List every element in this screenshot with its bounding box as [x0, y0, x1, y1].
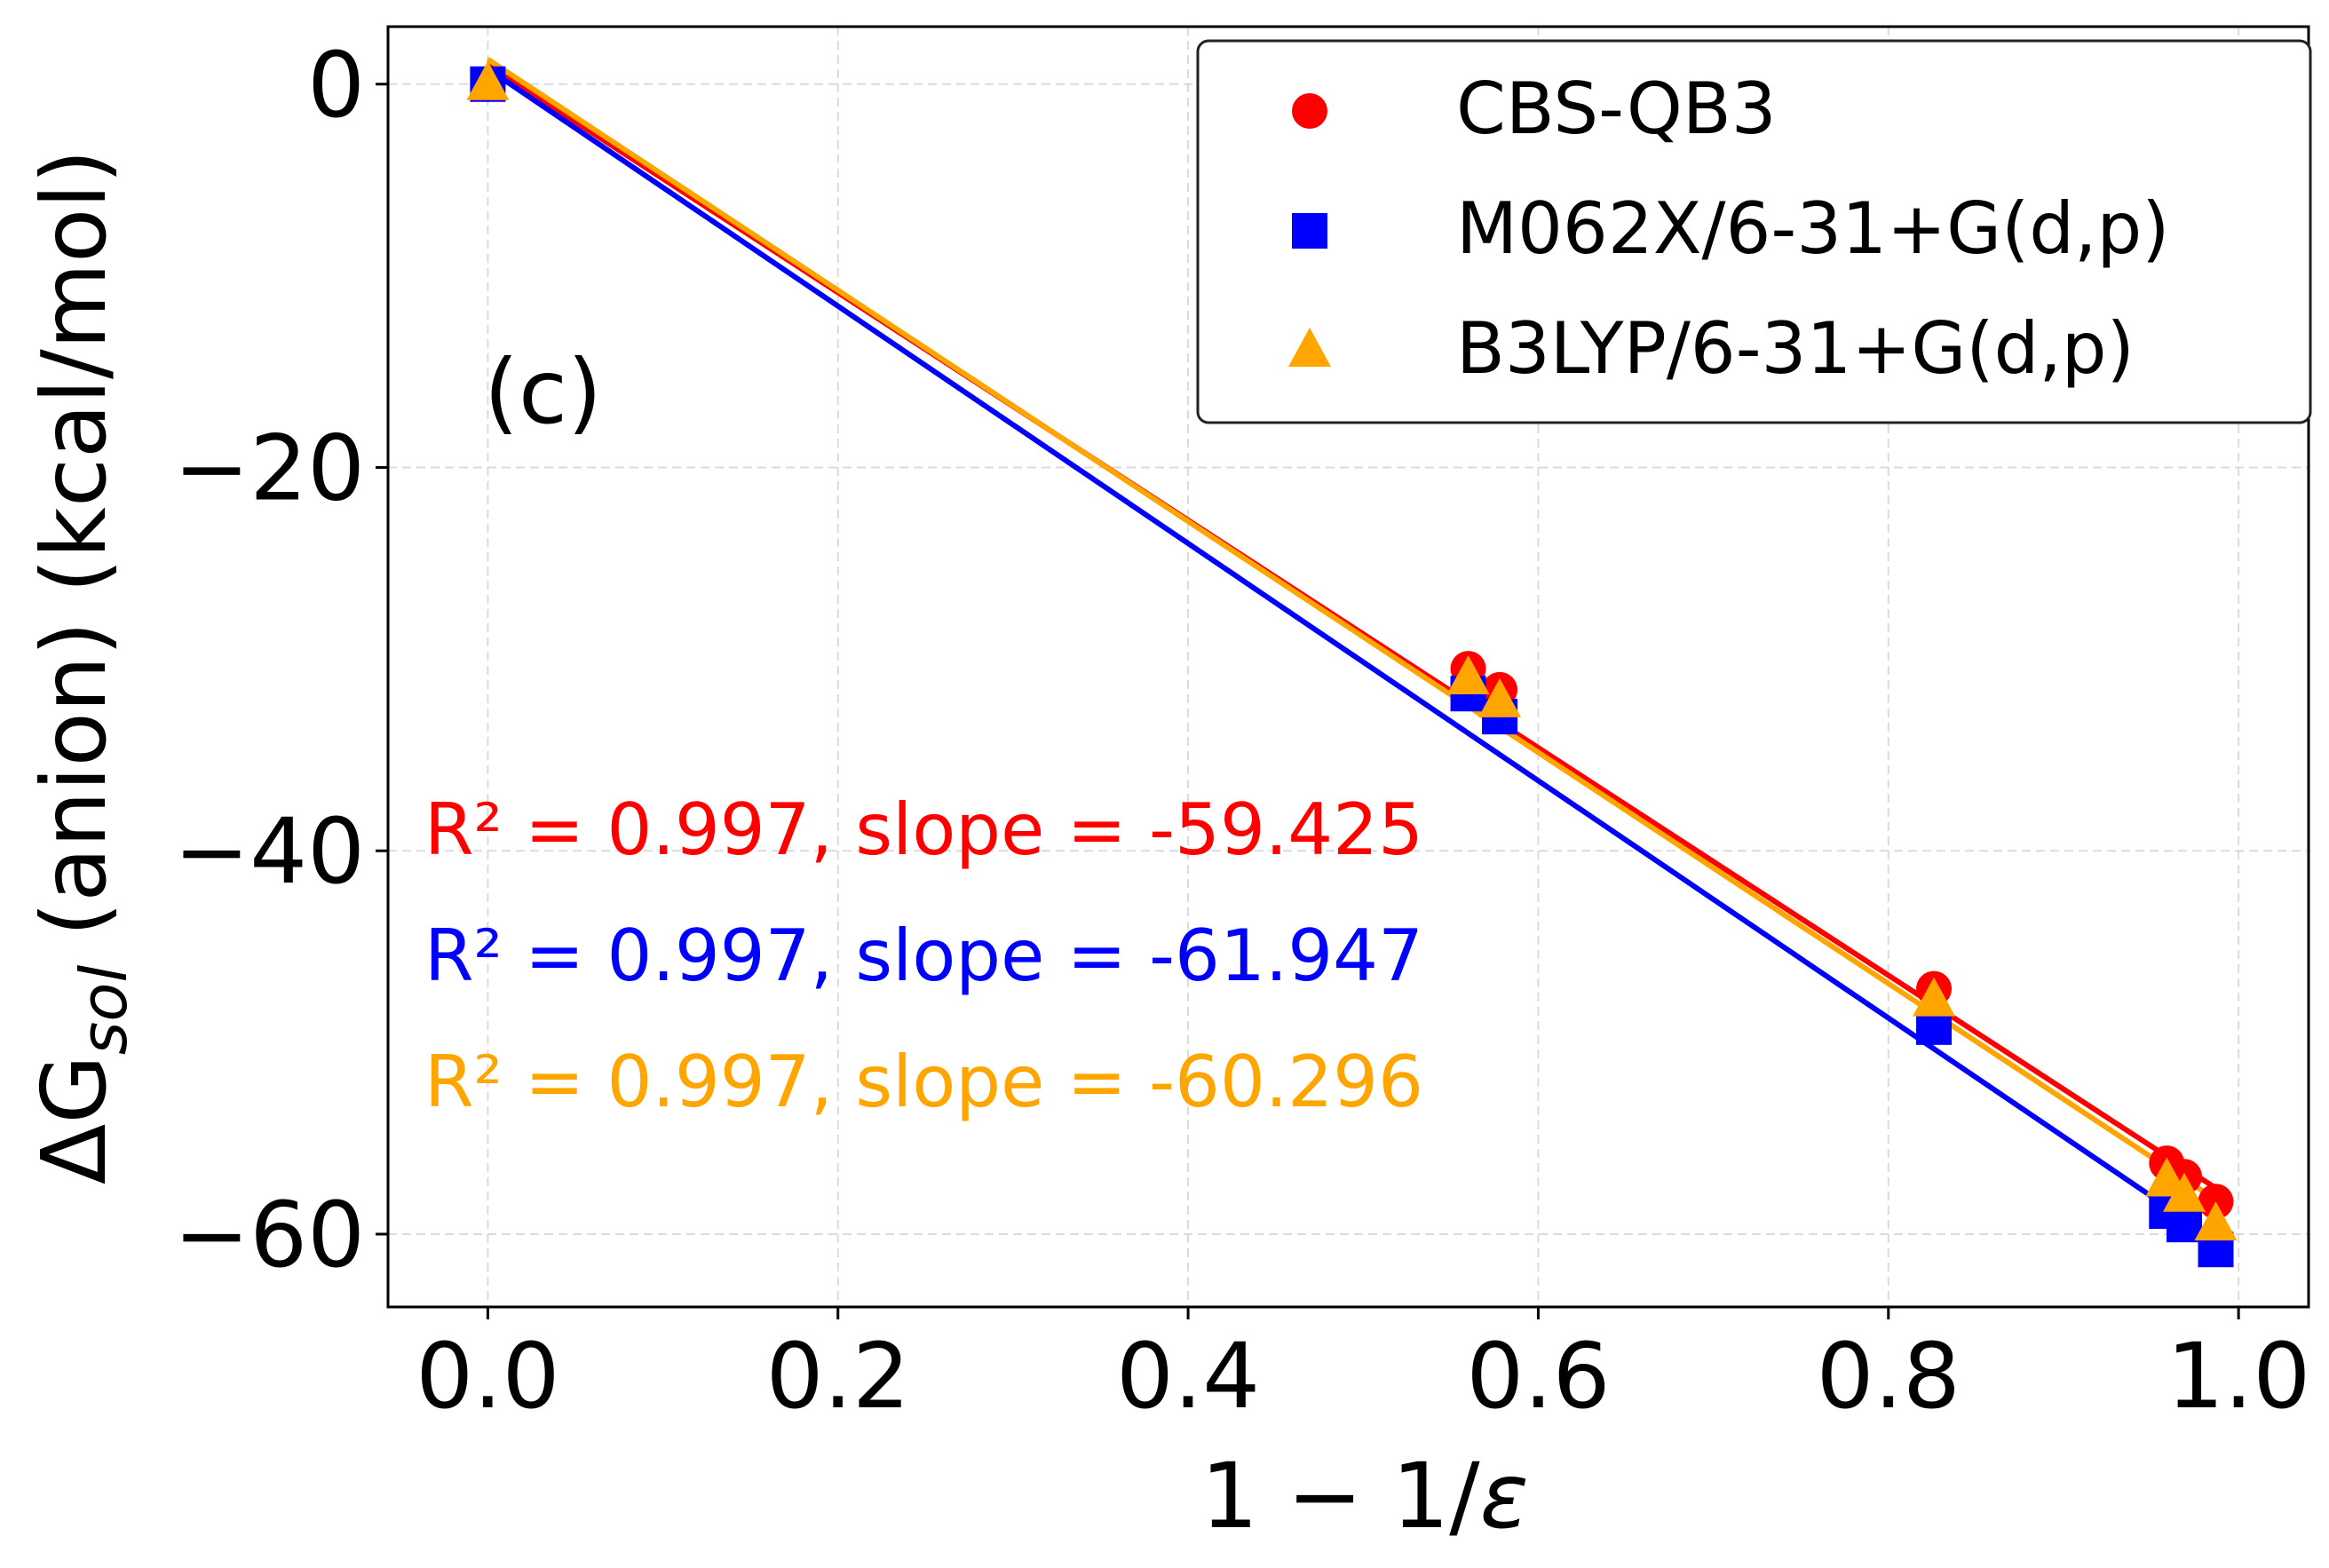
x-tick-label: 0.4	[1116, 1324, 1260, 1429]
legend-frame	[1196, 39, 2312, 424]
legend-marker-1	[1292, 213, 1327, 249]
plot-frame	[386, 25, 2310, 1309]
data-point-2	[1446, 654, 1490, 694]
legend: CBS-QB3 M062X/6-31+G(d,p) B3LYP/6-31+G(d…	[1196, 39, 2312, 424]
legend-markers	[1288, 93, 1331, 367]
data-point-2	[2163, 1172, 2206, 1212]
y-tick-label: 0	[307, 33, 365, 139]
legend-marker-2	[1288, 328, 1331, 367]
fit-annotation-b3lyp: R² = 0.997, slope = -60.296	[424, 1041, 1423, 1123]
x-tick-label: 0.0	[416, 1324, 559, 1429]
panel-label: (c)	[484, 340, 602, 444]
x-tick-label: 0.8	[1817, 1324, 1961, 1429]
data-point-1	[2167, 1207, 2203, 1243]
axis-ticks: 0.0 0.2 0.4 0.6 0.8 1.0 0 −20 −40 −60	[174, 33, 2311, 1429]
x-axis-label: 1 − 1/ε	[1200, 1444, 1529, 1549]
data-point-2	[1913, 977, 1956, 1017]
data-point-2	[2194, 1201, 2238, 1241]
legend-label-cbs-qb3: CBS-QB3	[1456, 67, 1777, 150]
legend-label-m062x: M062X/6-31+G(d,p)	[1456, 187, 2169, 270]
y-tick-label: −20	[174, 416, 365, 521]
y-axis-label: ΔGsol (anion) (kcal/mol)	[22, 149, 141, 1184]
x-tick-label: 0.6	[1466, 1324, 1610, 1429]
data-point-2	[1478, 677, 1522, 717]
y-tick-label: −60	[174, 1183, 365, 1288]
fit-annotation-m062x: R² = 0.997, slope = -61.947	[424, 915, 1423, 997]
legend-label-b3lyp: B3LYP/6-31+G(d,p)	[1456, 307, 2135, 390]
data-point-2	[466, 60, 510, 100]
x-tick-label: 0.2	[766, 1324, 910, 1429]
data-points	[466, 60, 2238, 1268]
y-tick-label: −40	[174, 799, 365, 905]
legend-marker-0	[1292, 93, 1327, 129]
fit-annotation-cbs-qb3: R² = 0.997, slope = -59.425	[424, 788, 1423, 871]
x-tick-label: 1.0	[2167, 1324, 2310, 1429]
